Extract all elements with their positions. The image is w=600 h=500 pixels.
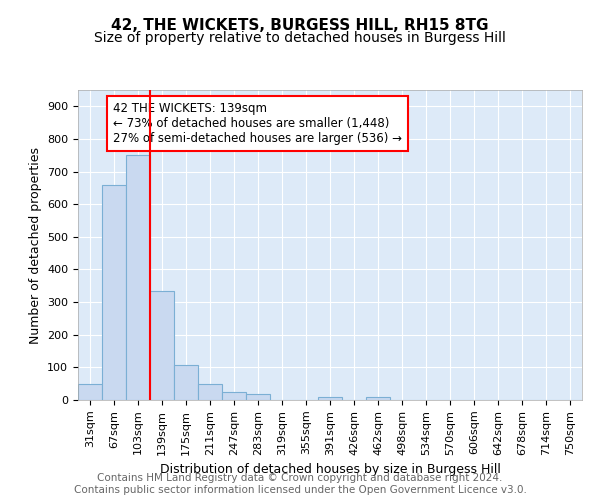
Bar	[102, 184, 126, 400]
X-axis label: Distribution of detached houses by size in Burgess Hill: Distribution of detached houses by size …	[160, 463, 500, 476]
Y-axis label: Number of detached properties: Number of detached properties	[29, 146, 41, 344]
Text: Size of property relative to detached houses in Burgess Hill: Size of property relative to detached ho…	[94, 31, 506, 45]
Text: Contains HM Land Registry data © Crown copyright and database right 2024.
Contai: Contains HM Land Registry data © Crown c…	[74, 474, 526, 495]
Bar	[150, 290, 174, 400]
Bar	[78, 384, 102, 400]
Bar	[366, 398, 390, 400]
Text: 42, THE WICKETS, BURGESS HILL, RH15 8TG: 42, THE WICKETS, BURGESS HILL, RH15 8TG	[111, 18, 489, 32]
Text: 42 THE WICKETS: 139sqm
← 73% of detached houses are smaller (1,448)
27% of semi-: 42 THE WICKETS: 139sqm ← 73% of detached…	[113, 102, 402, 146]
Bar	[198, 384, 222, 400]
Bar	[318, 398, 342, 400]
Bar	[174, 365, 198, 400]
Bar	[222, 392, 246, 400]
Bar	[126, 156, 150, 400]
Bar	[246, 394, 270, 400]
